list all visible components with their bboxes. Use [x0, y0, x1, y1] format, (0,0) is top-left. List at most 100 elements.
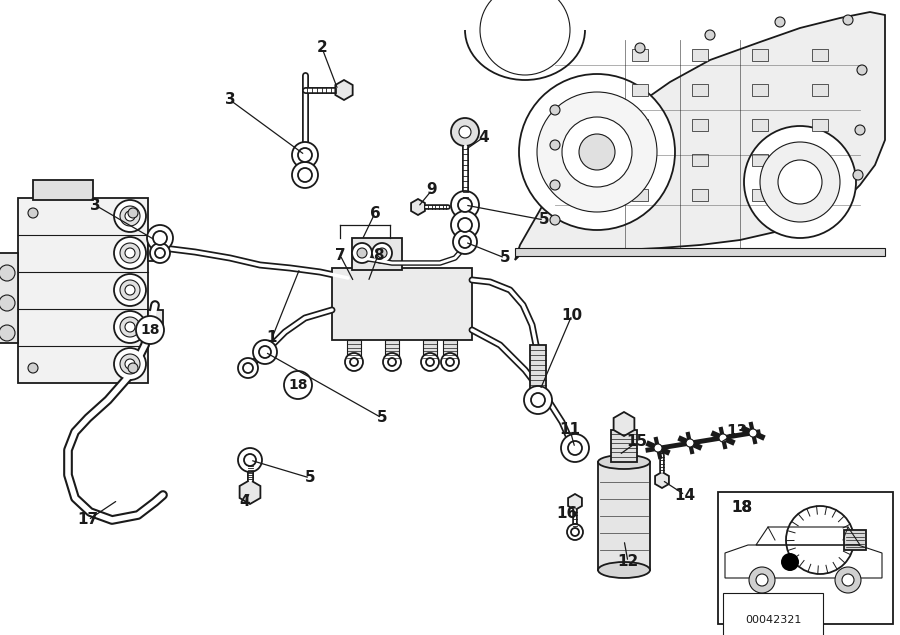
Circle shape [857, 65, 867, 75]
Circle shape [238, 448, 262, 472]
Circle shape [749, 429, 757, 437]
Circle shape [519, 74, 675, 230]
Polygon shape [614, 412, 634, 436]
Circle shape [238, 358, 258, 378]
Bar [692, 189, 708, 201]
Circle shape [377, 248, 387, 258]
Circle shape [744, 126, 856, 238]
Circle shape [28, 363, 38, 373]
Circle shape [421, 353, 439, 371]
Circle shape [125, 322, 135, 332]
Circle shape [259, 346, 271, 358]
Text: 7: 7 [335, 248, 346, 262]
Text: 5: 5 [305, 471, 315, 486]
Circle shape [855, 125, 865, 135]
Circle shape [451, 191, 479, 219]
Circle shape [426, 358, 434, 366]
Bar [0, 253, 18, 343]
Circle shape [114, 274, 146, 306]
Circle shape [835, 567, 861, 593]
Bar [812, 119, 828, 131]
Circle shape [446, 358, 454, 366]
Circle shape [842, 574, 854, 586]
Bar [611, 430, 637, 462]
Circle shape [550, 180, 560, 190]
Bar [844, 530, 866, 550]
Circle shape [756, 574, 768, 586]
Circle shape [459, 126, 471, 138]
Circle shape [357, 248, 367, 258]
Bar [423, 340, 437, 362]
Circle shape [550, 105, 560, 115]
Circle shape [147, 225, 173, 251]
Text: 18: 18 [140, 323, 160, 337]
Circle shape [441, 353, 459, 371]
Bar [752, 119, 768, 131]
Ellipse shape [598, 455, 650, 469]
Circle shape [128, 363, 138, 373]
Text: 14: 14 [674, 488, 696, 502]
Bar [692, 84, 708, 96]
Circle shape [686, 439, 694, 447]
Text: 8: 8 [373, 248, 383, 262]
Circle shape [298, 148, 312, 162]
Bar [752, 84, 768, 96]
Circle shape [524, 386, 552, 414]
Circle shape [253, 340, 277, 364]
Bar [812, 154, 828, 166]
Polygon shape [655, 472, 669, 488]
Circle shape [579, 134, 615, 170]
Circle shape [284, 371, 312, 399]
Circle shape [705, 30, 715, 40]
Bar [632, 154, 648, 166]
Circle shape [125, 248, 135, 258]
Polygon shape [568, 494, 582, 510]
Circle shape [125, 211, 135, 221]
Polygon shape [239, 480, 260, 504]
Circle shape [550, 215, 560, 225]
Circle shape [531, 393, 545, 407]
Circle shape [459, 236, 471, 248]
Text: 3: 3 [225, 93, 235, 107]
Circle shape [352, 243, 372, 263]
Bar [148, 245, 163, 261]
Circle shape [654, 444, 662, 452]
Circle shape [567, 524, 583, 540]
Circle shape [458, 198, 472, 212]
Bar [148, 310, 163, 326]
Circle shape [372, 243, 392, 263]
Text: 4: 4 [479, 130, 490, 145]
Text: 5: 5 [539, 213, 549, 227]
Circle shape [120, 280, 140, 300]
Circle shape [155, 248, 165, 258]
Text: 4: 4 [239, 495, 250, 509]
Circle shape [120, 354, 140, 374]
Circle shape [136, 316, 164, 344]
Circle shape [0, 295, 15, 311]
Bar [33, 180, 93, 200]
Circle shape [458, 218, 472, 232]
Text: 6: 6 [370, 206, 381, 220]
Circle shape [244, 454, 256, 466]
Circle shape [243, 363, 253, 373]
Circle shape [550, 140, 560, 150]
Text: 11: 11 [560, 422, 580, 438]
Circle shape [383, 353, 401, 371]
Circle shape [0, 325, 15, 341]
Circle shape [568, 441, 582, 455]
Bar [812, 84, 828, 96]
Circle shape [125, 285, 135, 295]
Circle shape [350, 358, 358, 366]
Text: 5: 5 [377, 410, 387, 425]
Circle shape [0, 265, 15, 281]
Text: 1: 1 [266, 330, 277, 345]
Text: 3: 3 [90, 197, 100, 213]
Circle shape [153, 231, 167, 245]
Bar [385, 340, 399, 362]
Circle shape [292, 162, 318, 188]
Text: 00042321: 00042321 [745, 615, 801, 625]
Circle shape [843, 15, 853, 25]
Bar [443, 340, 457, 362]
Circle shape [451, 118, 479, 146]
Bar [692, 154, 708, 166]
